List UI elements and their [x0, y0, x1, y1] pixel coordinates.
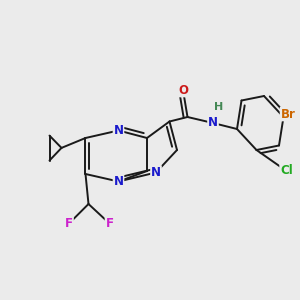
Text: N: N: [113, 175, 124, 188]
Text: N: N: [151, 166, 161, 179]
Text: H: H: [214, 101, 224, 112]
Text: Cl: Cl: [280, 164, 293, 178]
Text: F: F: [65, 217, 73, 230]
Text: N: N: [208, 116, 218, 130]
Text: Br: Br: [280, 107, 296, 121]
Text: N: N: [113, 124, 124, 137]
Text: O: O: [178, 83, 188, 97]
Text: F: F: [106, 217, 113, 230]
